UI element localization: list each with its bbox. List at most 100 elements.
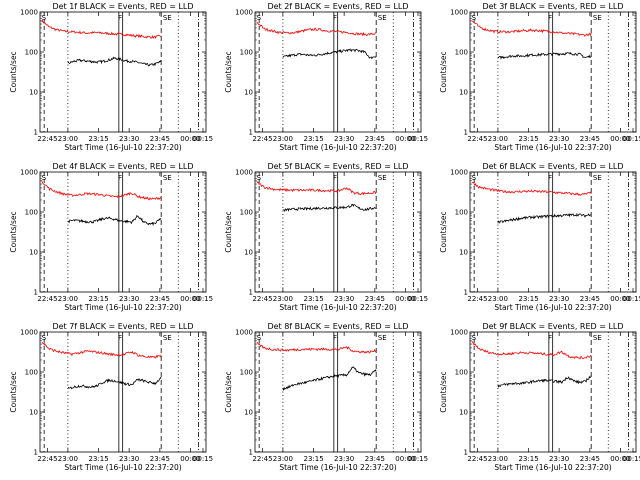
x-tick-label: 23:00	[273, 135, 293, 143]
y-tick-label: 1	[34, 449, 38, 457]
x-axis-label: Start Time (16-Jul-10 22:37:20)	[64, 143, 181, 152]
panel-2: Det 2f BLACK = Events, RED = LLD 1 10 100 10…	[224, 2, 428, 152]
y-tick-label: 10	[244, 249, 253, 257]
x-tick-label: 23:00	[273, 295, 293, 303]
y-tick-label: 1000	[235, 9, 253, 17]
y-tick-label: 1000	[20, 169, 38, 177]
x-tick-label: 23:15	[519, 135, 539, 143]
events-series	[497, 375, 592, 388]
y-tick-label: 100	[240, 49, 253, 57]
lld-series	[256, 21, 377, 37]
panel-title: Det 6f BLACK = Events, RED = LLD	[482, 162, 623, 171]
x-tick-label: 00:15	[193, 295, 213, 303]
marker-f: F	[548, 174, 552, 182]
panel-title: Det 1f BLACK = Events, RED = LLD	[52, 2, 193, 11]
x-tick-label: 23:30	[334, 135, 354, 143]
y-tick-label: 1000	[235, 169, 253, 177]
x-tick-label: 23:00	[58, 135, 78, 143]
events-series	[67, 56, 162, 67]
x-tick-label: 23:15	[304, 135, 324, 143]
marker-se: SE	[593, 334, 602, 342]
y-tick-label: 100	[455, 369, 468, 377]
x-tick-label: 23:30	[549, 135, 569, 143]
y-axis-label: Counts/sec	[439, 371, 448, 412]
x-tick-label: 23:45	[580, 135, 600, 143]
events-series	[282, 366, 377, 391]
panel-title: Det 4f BLACK = Events, RED = LLD	[52, 162, 193, 171]
x-tick-label: 00:15	[623, 135, 640, 143]
y-axis-label: Counts/sec	[439, 211, 448, 252]
x-tick-label: 00:15	[408, 295, 428, 303]
lld-series	[471, 181, 592, 196]
x-tick-label: 23:45	[365, 135, 385, 143]
x-tick-label: 23:15	[89, 455, 109, 463]
panel-3: Det 3f BLACK = Events, RED = LLD 1 10 100 10…	[439, 2, 640, 152]
x-tick-label: 22:45	[467, 455, 487, 463]
marker-s: S	[472, 14, 477, 22]
y-tick-label: 1	[464, 449, 468, 457]
x-tick-label: 00:15	[408, 455, 428, 463]
panel-6: Det 6f BLACK = Events, RED = LLD 1 10 100 10…	[439, 162, 640, 312]
x-tick-label: 23:45	[365, 455, 385, 463]
x-tick-label: 23:45	[150, 295, 170, 303]
panel-9: Det 9f BLACK = Events, RED = LLD 1 10 100 10…	[439, 322, 640, 472]
marker-se: SE	[163, 14, 172, 22]
x-tick-label: 23:45	[150, 455, 170, 463]
x-tick-label: 23:15	[304, 455, 324, 463]
x-tick-label: 00:15	[193, 135, 213, 143]
marker-s: S	[257, 14, 262, 22]
y-tick-label: 10	[459, 89, 468, 97]
x-tick-label: 23:30	[549, 455, 569, 463]
y-tick-label: 100	[455, 49, 468, 57]
x-tick-label: 22:45	[252, 295, 272, 303]
x-tick-label: 23:30	[334, 295, 354, 303]
x-tick-label: 00:00	[610, 135, 630, 143]
x-tick-label: 23:30	[334, 455, 354, 463]
marker-f: F	[118, 174, 122, 182]
events-series	[67, 214, 162, 227]
marker-f: F	[118, 334, 122, 342]
x-axis-label: Start Time (16-Jul-10 22:37:20)	[64, 463, 181, 472]
x-tick-label: 23:30	[119, 295, 139, 303]
y-tick-label: 1	[249, 129, 253, 137]
events-series	[282, 48, 377, 60]
marker-f: F	[548, 334, 552, 342]
panel-title: Det 2f BLACK = Events, RED = LLD	[267, 2, 408, 11]
marker-f: F	[333, 334, 337, 342]
x-tick-label: 00:00	[180, 135, 200, 143]
x-axis-label: Start Time (16-Jul-10 22:37:20)	[279, 143, 396, 152]
x-tick-label: 22:45	[467, 135, 487, 143]
panel-title: Det 5f BLACK = Events, RED = LLD	[267, 162, 408, 171]
y-tick-label: 10	[29, 89, 38, 97]
x-tick-label: 23:15	[89, 295, 109, 303]
y-tick-label: 1000	[20, 9, 38, 17]
y-tick-label: 100	[25, 209, 38, 217]
events-series	[497, 212, 592, 224]
marker-f: F	[333, 14, 337, 22]
y-tick-label: 10	[29, 409, 38, 417]
panel-1: Det 1f BLACK = Events, RED = LLD 1 10 100 10…	[9, 2, 213, 152]
y-tick-label: 100	[240, 209, 253, 217]
y-tick-label: 100	[25, 369, 38, 377]
marker-se: SE	[593, 14, 602, 22]
y-tick-label: 1000	[450, 9, 468, 17]
marker-f: F	[118, 14, 122, 22]
y-axis-label: Counts/sec	[224, 371, 233, 412]
y-tick-label: 10	[459, 249, 468, 257]
lld-series	[41, 180, 162, 201]
x-tick-label: 00:15	[623, 455, 640, 463]
panel-4: Det 4f BLACK = Events, RED = LLD 1 10 100 10…	[9, 162, 213, 312]
x-tick-label: 23:15	[304, 295, 324, 303]
x-axis-label: Start Time (16-Jul-10 22:37:20)	[494, 463, 611, 472]
x-tick-label: 23:00	[58, 295, 78, 303]
x-tick-label: 00:00	[395, 135, 415, 143]
marker-f: F	[548, 14, 552, 22]
marker-se: SE	[378, 14, 387, 22]
marker-s: S	[42, 14, 47, 22]
marker-s: S	[472, 334, 477, 342]
marker-se: SE	[378, 174, 387, 182]
marker-s: S	[257, 174, 262, 182]
y-axis-label: Counts/sec	[9, 371, 18, 412]
lld-series	[471, 20, 592, 37]
